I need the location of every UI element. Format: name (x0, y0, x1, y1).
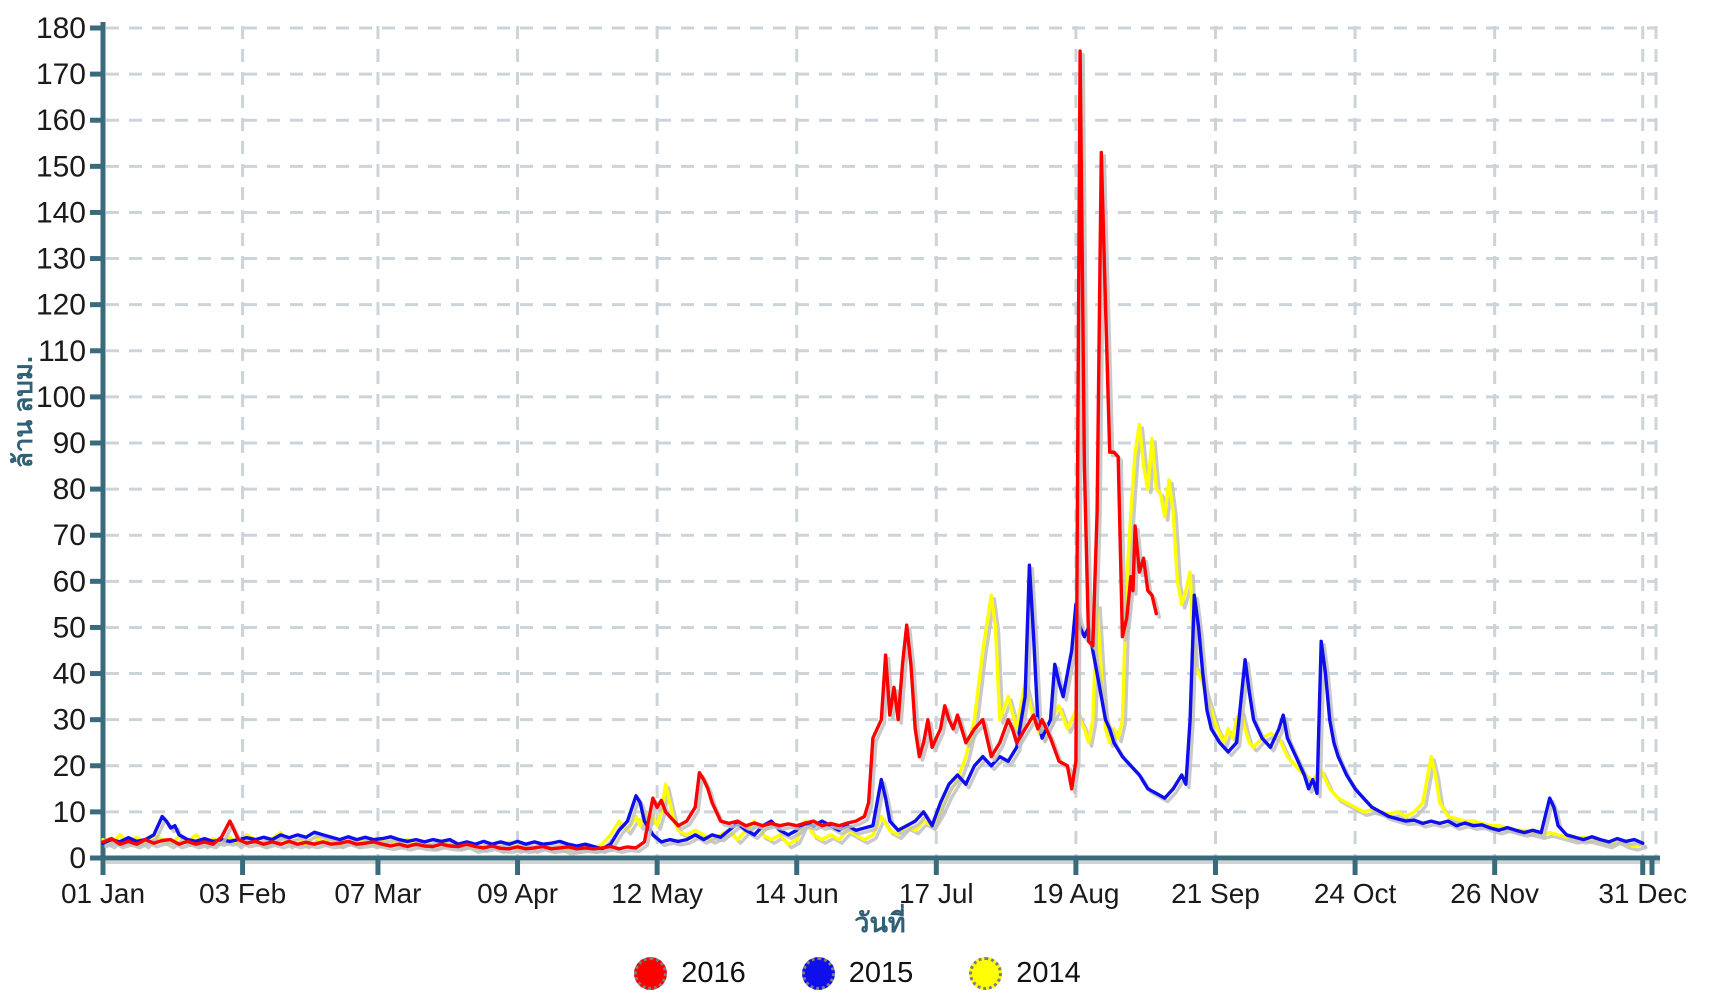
x-tick-label: 31 Dec (1598, 878, 1687, 909)
legend-item-2015[interactable]: 2015 (801, 956, 914, 990)
y-tick-label: 10 (53, 796, 86, 829)
y-tick-label: 20 (53, 750, 86, 783)
y-tick-label: 180 (36, 12, 86, 45)
x-tick-label: 12 May (611, 878, 703, 909)
y-tick-label: 140 (36, 196, 86, 229)
series-shadow-2016 (104, 52, 1162, 854)
y-tick-label: 120 (36, 289, 86, 322)
y-tick-label: 60 (53, 565, 86, 598)
y-tick-label: 130 (36, 243, 86, 276)
y-tick-label: 110 (38, 335, 86, 368)
x-tick-label: 19 Aug (1032, 878, 1119, 909)
x-tick-label: 03 Feb (199, 878, 286, 909)
y-tick-label: 80 (53, 473, 86, 506)
legend-label-2015: 2015 (848, 956, 914, 989)
legend-item-2016[interactable]: 2016 (634, 956, 746, 990)
x-axis-title: วันที่ (854, 908, 906, 938)
x-tick-label: 21 Sep (1171, 878, 1260, 909)
legend-swatch-2015-icon (801, 956, 835, 990)
x-tick-label: 14 Jun (755, 878, 839, 909)
series-line-2015 (101, 563, 1645, 851)
y-tick-label: 100 (36, 381, 86, 414)
legend: 2016 2015 2014 (0, 950, 1715, 996)
x-tick-label: 26 Nov (1450, 878, 1539, 909)
y-tick-label: 0 (69, 842, 86, 875)
x-tick-label: 01 Jan (61, 878, 145, 909)
y-axis-title: ล้าน ลบม. (8, 355, 38, 469)
y-tick-label: 70 (53, 519, 86, 552)
legend-label-2016: 2016 (681, 956, 746, 989)
x-tick-label: 24 Oct (1314, 878, 1397, 909)
y-tick-label: 50 (53, 611, 86, 644)
y-tick-label: 30 (53, 704, 86, 737)
legend-item-2014[interactable]: 2014 (969, 956, 1081, 990)
y-tick-label: 90 (53, 427, 86, 460)
y-tick-label: 40 (53, 658, 86, 691)
legend-label-2014: 2014 (1016, 956, 1081, 989)
x-tick-label: 09 Apr (477, 878, 558, 909)
x-tick-label: 07 Mar (334, 878, 421, 909)
y-tick-label: 170 (36, 58, 86, 91)
series-shadow-2014 (104, 426, 1648, 856)
y-tick-label: 160 (36, 104, 86, 137)
legend-swatch-2014-icon (969, 956, 1003, 990)
series-line-2016 (101, 49, 1159, 851)
x-tick-label: 17 Jul (899, 878, 974, 909)
y-tick-label: 150 (36, 150, 86, 183)
legend-swatch-2016-icon (634, 956, 668, 990)
